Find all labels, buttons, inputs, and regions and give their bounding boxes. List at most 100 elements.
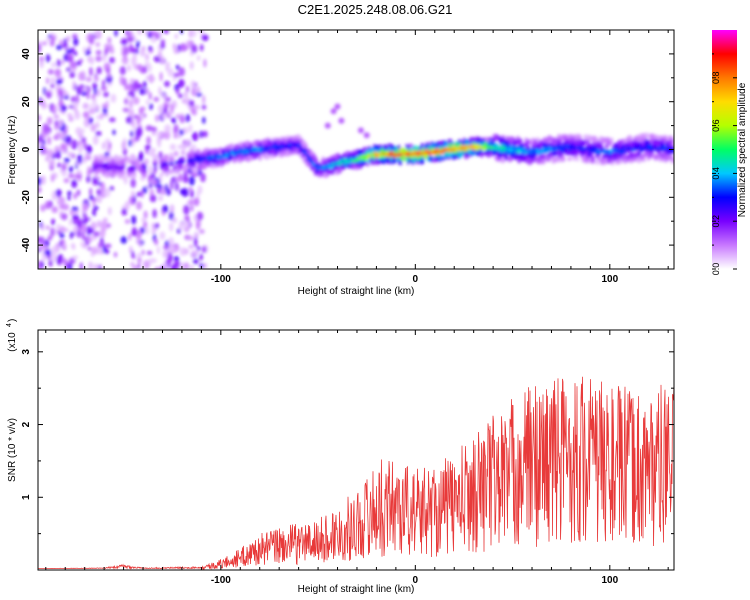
noise-blob [45, 54, 51, 63]
noise-blob [170, 204, 175, 214]
noise-blob [127, 31, 132, 39]
noise-blob [142, 186, 148, 194]
noise-blob [57, 131, 64, 139]
noise-blob [202, 246, 207, 253]
ridge-blob [153, 166, 157, 172]
noise-blob [56, 78, 63, 85]
excursion-blob [338, 117, 345, 124]
ridge-blob [659, 135, 664, 140]
noise-blob [124, 219, 130, 224]
excursion-blob [330, 108, 337, 115]
noise-blob [157, 51, 162, 59]
noise-blob [107, 37, 112, 44]
noise-blob [42, 123, 49, 133]
noise-blob [73, 37, 79, 46]
ridge-blob [455, 142, 460, 148]
noise-blob [135, 48, 139, 55]
noise-blob [46, 91, 52, 99]
colorbar: 0.0 0.2 0.4 0.6 0.8 Normalized spectral ampl… [711, 30, 748, 275]
ridge-blob [517, 138, 523, 143]
noise-blob [173, 48, 179, 54]
noise-blob [169, 103, 175, 113]
noise-blob [100, 112, 103, 120]
noise-blob [82, 46, 87, 54]
noise-blob [124, 200, 130, 211]
noise-blob [46, 225, 50, 230]
ridge-core [187, 159, 191, 163]
ridge-blob [121, 173, 126, 180]
noise-blob [130, 261, 135, 268]
ridge-blob [391, 157, 397, 164]
ridge-blob [610, 160, 615, 166]
colorbar-label: Normalized spectral amplitude [737, 82, 748, 217]
noise-blob [114, 30, 118, 37]
noise-blob [89, 195, 94, 201]
noise-blob [177, 144, 182, 149]
noise-blob [154, 266, 161, 269]
noise-blob [44, 249, 52, 256]
noise-blob [172, 217, 178, 224]
noise-blob [79, 262, 83, 269]
noise-blob [178, 79, 185, 88]
ridge-blob [555, 149, 560, 155]
noise-blob [121, 56, 129, 65]
noise-blob [86, 33, 92, 43]
ridge-blob [561, 156, 566, 162]
ridge-blob [408, 143, 414, 149]
noise-blob [119, 66, 127, 76]
noise-blob [183, 204, 190, 215]
noise-blob [165, 65, 169, 72]
noise-blob [50, 227, 55, 237]
ridge-blob [132, 173, 137, 179]
noise-blob [148, 45, 153, 51]
noise-blob [58, 120, 63, 128]
noise-blob [120, 236, 128, 244]
noise-blob [56, 200, 62, 205]
noise-blob [41, 223, 45, 231]
noise-blob [143, 210, 148, 219]
noise-blob [197, 55, 201, 61]
ridge-blob [620, 138, 626, 145]
ridge-blob [258, 154, 262, 161]
ridge-blob [173, 151, 179, 157]
noise-blob [167, 237, 175, 247]
colorbar-tick-label: 0.8 [711, 72, 721, 85]
noise-blob [46, 116, 53, 126]
noise-blob [48, 259, 53, 267]
x-tick-label: 100 [601, 274, 618, 285]
ridge-blob [196, 149, 201, 155]
noise-blob [131, 190, 135, 198]
y-tick-label: 3 [21, 349, 32, 355]
noise-blob [77, 154, 83, 164]
noise-blob [108, 141, 112, 150]
snr-frame [37, 329, 675, 571]
noise-blob [128, 233, 132, 241]
snr-panel: -100 0 100 1 2 3 Height of straight line (km)… [6, 319, 675, 595]
noise-blob [137, 256, 142, 264]
ridge-blob [95, 169, 101, 174]
noise-blob [199, 229, 205, 234]
noise-blob [149, 194, 157, 203]
ridge-blob [169, 152, 174, 157]
noise-blob [162, 245, 170, 250]
noise-blob [162, 249, 170, 259]
noise-blob [57, 87, 61, 97]
noise-blob [101, 142, 107, 150]
noise-blob [161, 92, 166, 99]
noise-blob [191, 131, 199, 142]
noise-blob [101, 103, 109, 108]
noise-blob [88, 66, 93, 77]
noise-blob [71, 206, 79, 211]
noise-blob [136, 115, 141, 126]
snr-ticks: -100 0 100 1 2 3 [21, 330, 674, 586]
noise-blob [156, 131, 163, 138]
noise-blob [188, 198, 194, 206]
noise-blob [72, 80, 76, 90]
noise-blob [71, 179, 78, 188]
noise-blob [87, 246, 92, 251]
noise-blob [150, 30, 157, 36]
noise-blob [52, 104, 57, 113]
noise-blob [157, 139, 161, 148]
spectrogram-heatmap [38, 30, 674, 269]
noise-blob [202, 130, 208, 138]
